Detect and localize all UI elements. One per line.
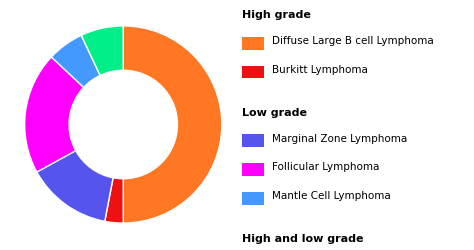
- Wedge shape: [123, 27, 222, 223]
- Text: High grade: High grade: [242, 10, 310, 20]
- Wedge shape: [51, 36, 100, 88]
- Text: Diffuse Large B cell Lymphoma: Diffuse Large B cell Lymphoma: [272, 36, 433, 46]
- Wedge shape: [81, 27, 123, 76]
- Text: Mantle Cell Lymphoma: Mantle Cell Lymphoma: [272, 190, 391, 200]
- Text: High and low grade: High and low grade: [242, 233, 363, 243]
- Wedge shape: [105, 178, 123, 223]
- Text: Low grade: Low grade: [242, 107, 307, 117]
- Wedge shape: [25, 58, 84, 172]
- Text: Follicular Lymphoma: Follicular Lymphoma: [272, 162, 379, 172]
- Text: Burkitt Lymphoma: Burkitt Lymphoma: [272, 64, 367, 74]
- Wedge shape: [37, 151, 113, 222]
- Text: Marginal Zone Lymphoma: Marginal Zone Lymphoma: [272, 133, 407, 143]
